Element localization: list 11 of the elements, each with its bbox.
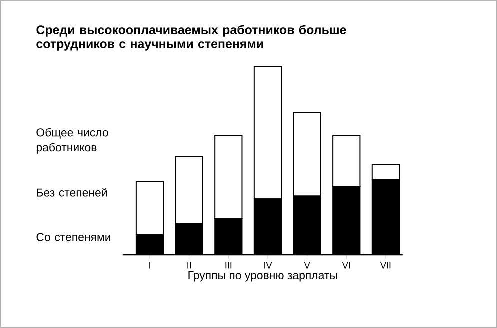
x-tick-label: III [226,262,232,269]
x-tick-label: IV [264,262,272,269]
x-axis-title: Группы по уровню зарплаты [188,272,338,282]
chart-title: Среди высокооплачиваемых работников больше сотрудников с научными степенями [36,25,346,51]
x-tick-label: VII [380,262,391,269]
text: Общее число работников [36,128,108,154]
x-tick-label: VI [342,262,350,269]
text: Со степенями [36,233,110,242]
x-tick-label: II [188,262,192,269]
x-tick-label: V [304,262,310,269]
text: Без степеней [37,188,108,197]
